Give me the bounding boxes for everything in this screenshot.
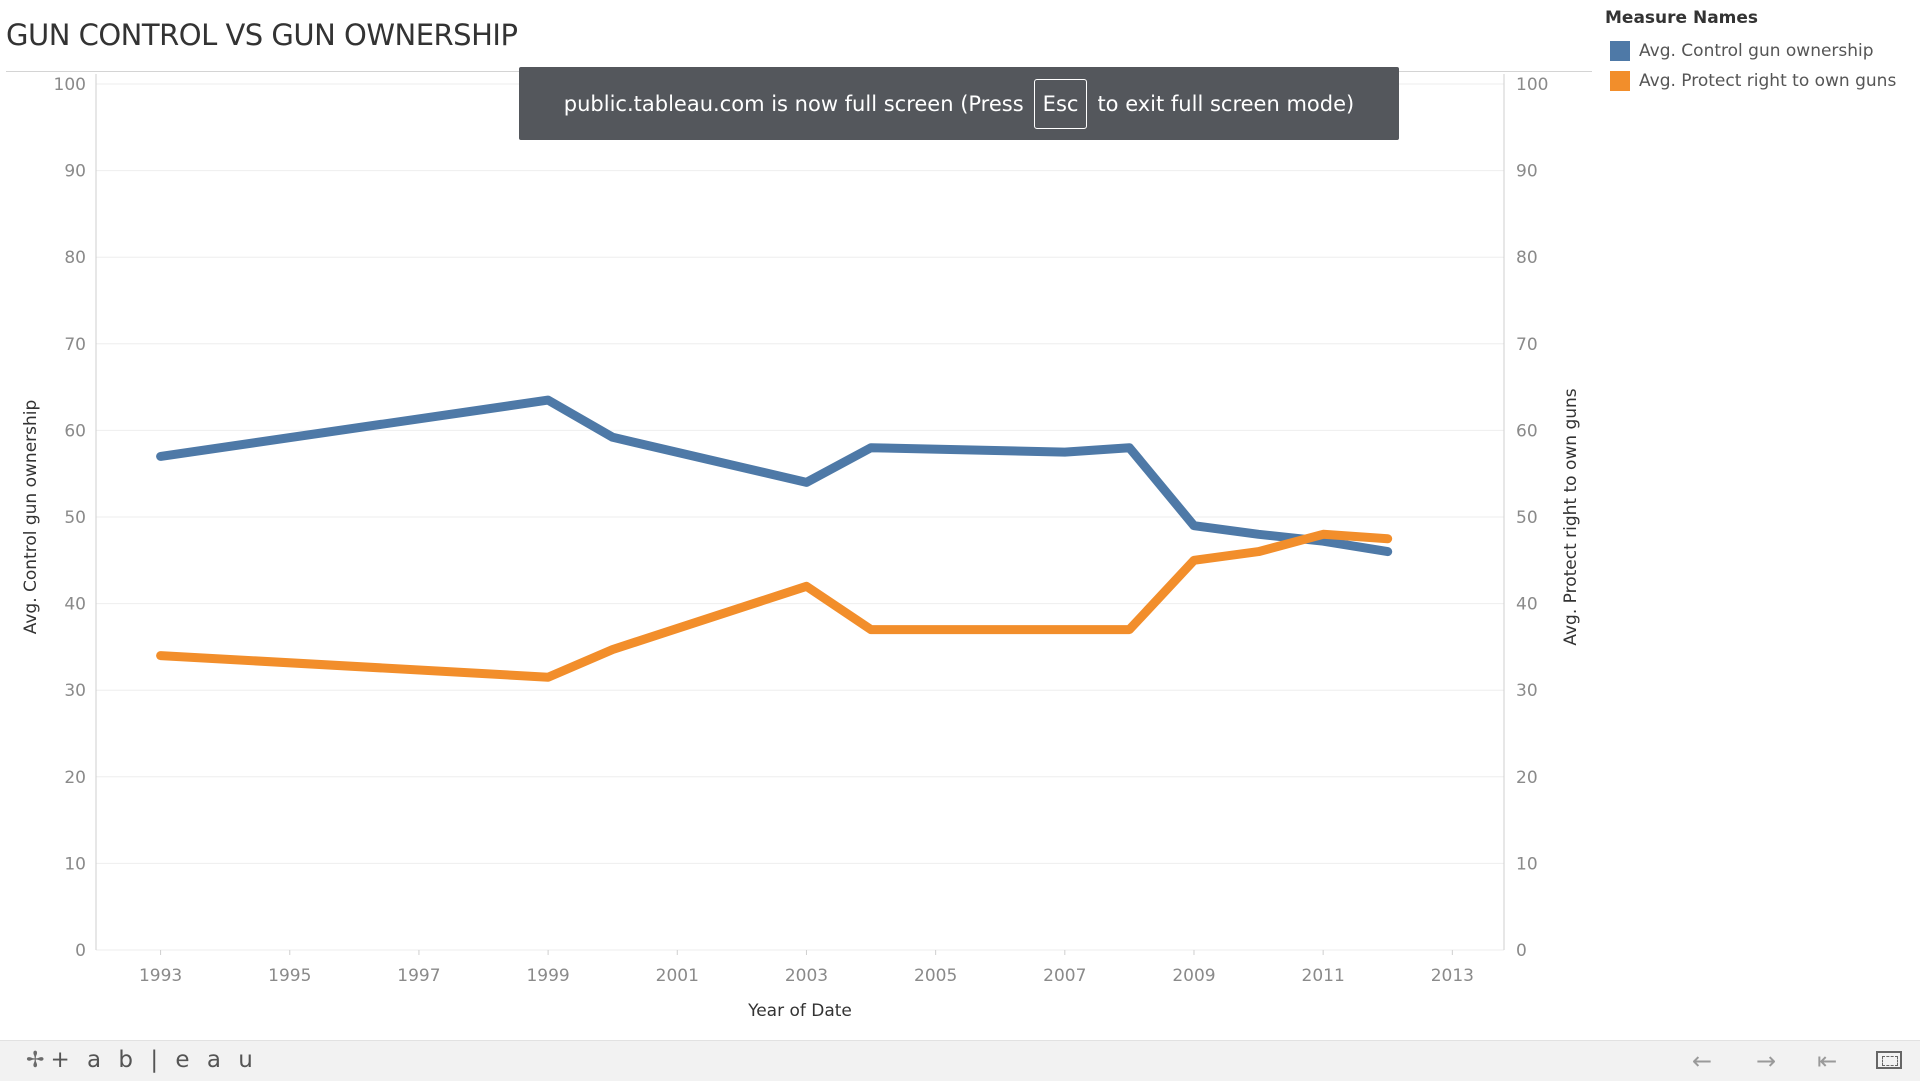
y-tick-label-left: 60 bbox=[64, 421, 86, 441]
y-tick-label-right: 10 bbox=[1516, 854, 1538, 874]
axis-labels: Year of Date Avg. Control gun ownership … bbox=[21, 388, 1581, 1021]
legend-item-control[interactable]: Avg. Control gun ownership bbox=[1605, 36, 1915, 66]
legend-swatch-protect bbox=[1610, 71, 1630, 91]
y-tick-label-right: 0 bbox=[1516, 941, 1527, 961]
y-tick-label-right: 80 bbox=[1516, 248, 1538, 268]
y-tick-label-right: 100 bbox=[1516, 75, 1548, 95]
y-tick-label-left: 40 bbox=[64, 595, 86, 615]
legend-swatch-control bbox=[1610, 41, 1630, 61]
y-tick-label-right: 60 bbox=[1516, 421, 1538, 441]
y-tick-label-left: 0 bbox=[75, 941, 86, 961]
y-tick-label-right: 90 bbox=[1516, 162, 1538, 182]
x-tick-label: 2011 bbox=[1302, 966, 1345, 986]
line-chart: 0 0 10 10 20 20 30 30 40 40 50 50 60 60 70 70 80 80 90 90 10… bbox=[21, 74, 1581, 1021]
x-tick-label: 1995 bbox=[268, 966, 311, 986]
x-tick-label: 2001 bbox=[656, 966, 699, 986]
legend-title: Measure Names bbox=[1605, 8, 1759, 28]
esc-key-label: Esc bbox=[1033, 78, 1088, 129]
banner-text-before: public.tableau.com is now full screen (P… bbox=[563, 91, 1024, 116]
x-tick-label: 1999 bbox=[526, 966, 569, 986]
banner-text-after: to exit full screen mode) bbox=[1097, 91, 1355, 116]
series-line-protect[interactable] bbox=[156, 529, 1393, 682]
axes: 0 0 10 10 20 20 30 30 40 40 50 50 60 60 70 70 80 80 90 90 10… bbox=[54, 74, 1548, 986]
y-tick-label-left: 70 bbox=[64, 335, 86, 355]
x-tick-label: 2003 bbox=[785, 966, 828, 986]
y-tick-label-left: 80 bbox=[64, 248, 86, 268]
tableau-logo[interactable]: ✢ + a b | e a u bbox=[26, 1047, 258, 1073]
page-title: GUN CONTROL VS GUN OWNERSHIP bbox=[6, 18, 518, 52]
y-tick-label-left: 50 bbox=[64, 508, 86, 528]
legend: Measure Names Avg. Control gun ownership… bbox=[1605, 8, 1915, 96]
y-tick-label-right: 50 bbox=[1516, 508, 1538, 528]
x-tick-label: 2009 bbox=[1172, 966, 1215, 986]
y-tick-label-left: 20 bbox=[64, 768, 86, 788]
y-axis-right-title: Avg. Protect right to own guns bbox=[1561, 388, 1581, 645]
gridlines bbox=[96, 83, 1504, 951]
y-tick-label-right: 20 bbox=[1516, 768, 1538, 788]
legend-label-control: Avg. Control gun ownership bbox=[1639, 41, 1874, 61]
arrow-left-icon[interactable]: ← bbox=[1691, 1047, 1713, 1075]
tableau-logo-icon: ✢ bbox=[26, 1047, 45, 1073]
x-tick-label: 1997 bbox=[397, 966, 440, 986]
x-axis-title: Year of Date bbox=[747, 1001, 852, 1021]
fullscreen-icon[interactable] bbox=[1876, 1051, 1902, 1069]
tableau-logo-text: + a b | e a u bbox=[50, 1047, 258, 1073]
y-tick-label-right: 40 bbox=[1516, 595, 1538, 615]
fullscreen-notice-banner: public.tableau.com is now full screen (P… bbox=[519, 67, 1399, 140]
x-tick-label: 2005 bbox=[914, 966, 957, 986]
arrow-to-first-icon[interactable]: ⇤ bbox=[1816, 1047, 1838, 1075]
y-tick-label-left: 10 bbox=[64, 854, 86, 874]
x-tick-label: 2013 bbox=[1431, 966, 1474, 986]
legend-label-protect: Avg. Protect right to own guns bbox=[1639, 71, 1897, 91]
x-tick-label: 2007 bbox=[1043, 966, 1086, 986]
y-tick-label-right: 30 bbox=[1516, 681, 1538, 701]
y-tick-label-left: 30 bbox=[64, 681, 86, 701]
y-tick-label-left: 100 bbox=[54, 75, 86, 95]
series-line-control[interactable] bbox=[156, 395, 1393, 557]
x-tick-label: 1993 bbox=[139, 966, 182, 986]
legend-item-protect[interactable]: Avg. Protect right to own guns bbox=[1605, 66, 1915, 96]
arrow-right-icon[interactable]: → bbox=[1755, 1047, 1777, 1075]
y-tick-label-left: 90 bbox=[64, 162, 86, 182]
y-tick-label-right: 70 bbox=[1516, 335, 1538, 355]
series-lines[interactable] bbox=[156, 395, 1393, 682]
y-axis-left-title: Avg. Control gun ownership bbox=[21, 400, 41, 635]
footer-toolbar: ✢ + a b | e a u ← → ⇤ bbox=[0, 1040, 1920, 1081]
